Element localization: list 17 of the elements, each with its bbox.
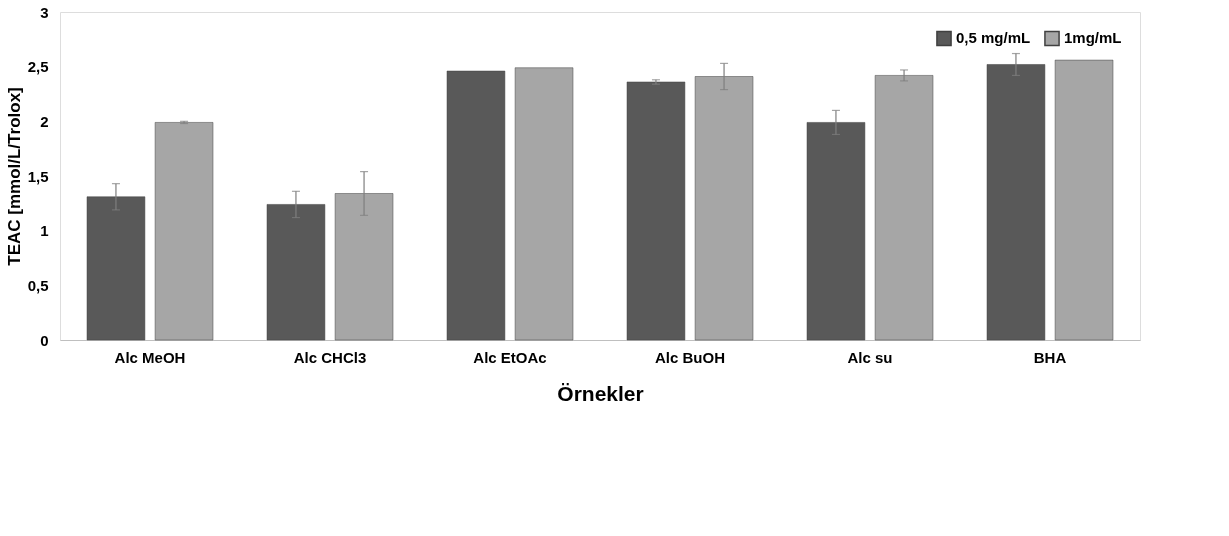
y-tick-label: 2,5 <box>27 58 49 76</box>
x-tick-label: Alc MeOH <box>114 348 186 366</box>
y-tick-label: 1,5 <box>27 167 49 185</box>
y-tick-label: 1 <box>40 222 49 240</box>
y-tick-label: 2 <box>40 112 49 130</box>
x-tick-label: Alc BuOH <box>654 348 726 366</box>
x-tick-label: Alc EtOAc <box>473 348 547 366</box>
legend-label: 0,5 mg/mL <box>956 29 1031 47</box>
x-tick-label: Alc CHCl3 <box>293 348 367 366</box>
y-tick-label: 3 <box>40 3 49 21</box>
x-axis-title: Örnekler <box>557 381 644 405</box>
legend-label: 1mg/mL <box>1064 29 1122 47</box>
y-tick-label: 0 <box>40 331 49 349</box>
x-tick-label: Alc su <box>847 348 893 366</box>
y-axis-title: TEAC [mmol/L/Trolox] <box>4 87 24 266</box>
y-tick-label: 0,5 <box>27 276 49 294</box>
x-tick-label: BHA <box>1033 348 1067 366</box>
